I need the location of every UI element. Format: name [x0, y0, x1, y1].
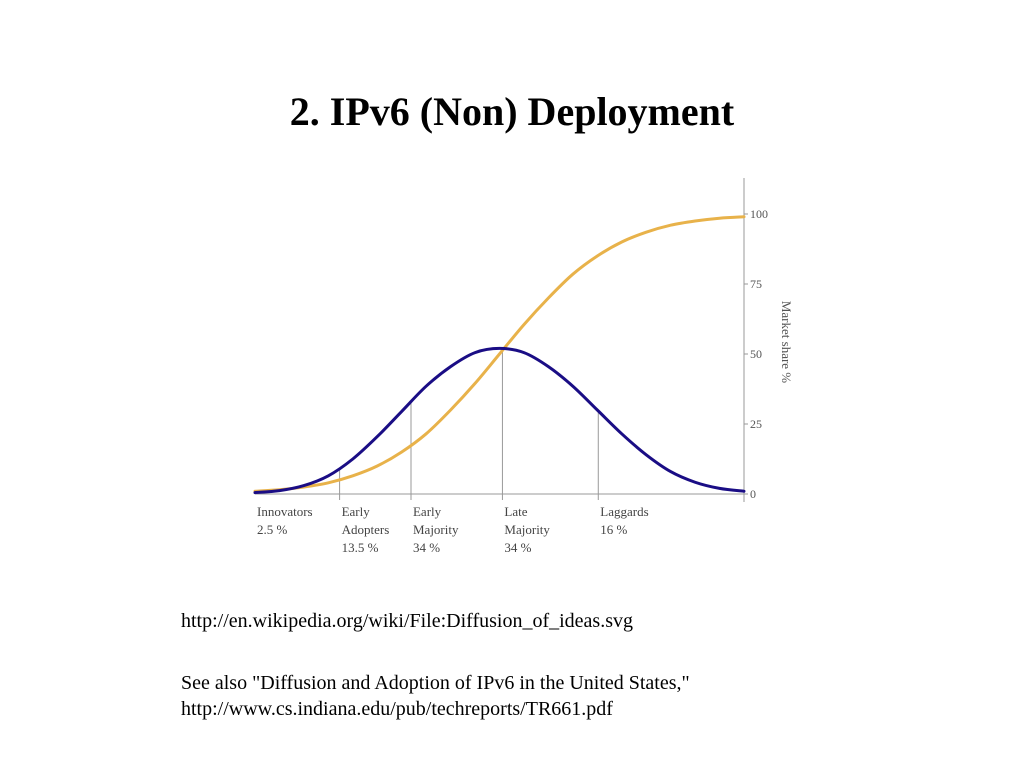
segment-share-2: 34 % — [413, 540, 440, 555]
segment-label2-1: Adopters — [342, 522, 390, 537]
segment-label-4: Laggards — [600, 504, 648, 519]
source-link[interactable]: http://en.wikipedia.org/wiki/File:Diffus… — [181, 610, 634, 632]
segment-label-1: Early — [342, 504, 371, 519]
segment-label2-2: Majority — [413, 522, 459, 537]
diffusion-chart: 0 25 50 75 100 Market share % Innovators 2.5 % E… — [253, 178, 794, 555]
y-tick-label-100: 100 — [750, 207, 768, 221]
segment-share-1: 13.5 % — [342, 540, 379, 555]
segment-label2-3: Majority — [504, 522, 550, 537]
y-axis-label: Market share % — [779, 301, 794, 383]
y-tick-label-25: 25 — [750, 417, 762, 431]
segment-share-0: 2.5 % — [257, 522, 288, 537]
market-share-s-curve — [253, 215, 746, 493]
see-also-link[interactable]: http://www.cs.indiana.edu/pub/techreport… — [181, 698, 613, 720]
adopters-bell-curve — [253, 346, 746, 495]
segment-share-3: 34 % — [504, 540, 531, 555]
slide-title: 2. IPv6 (Non) Deployment — [289, 89, 735, 134]
segment-label-0: Innovators — [257, 504, 313, 519]
y-tick-label-75: 75 — [750, 277, 762, 291]
segment-label-3: Late — [504, 504, 527, 519]
y-tick-label-50: 50 — [750, 347, 762, 361]
segment-share-4: 16 % — [600, 522, 627, 537]
segment-label-2: Early — [413, 504, 442, 519]
see-also-text: See also "Diffusion and Adoption of IPv6… — [181, 672, 690, 694]
y-tick-label-0: 0 — [750, 487, 756, 501]
